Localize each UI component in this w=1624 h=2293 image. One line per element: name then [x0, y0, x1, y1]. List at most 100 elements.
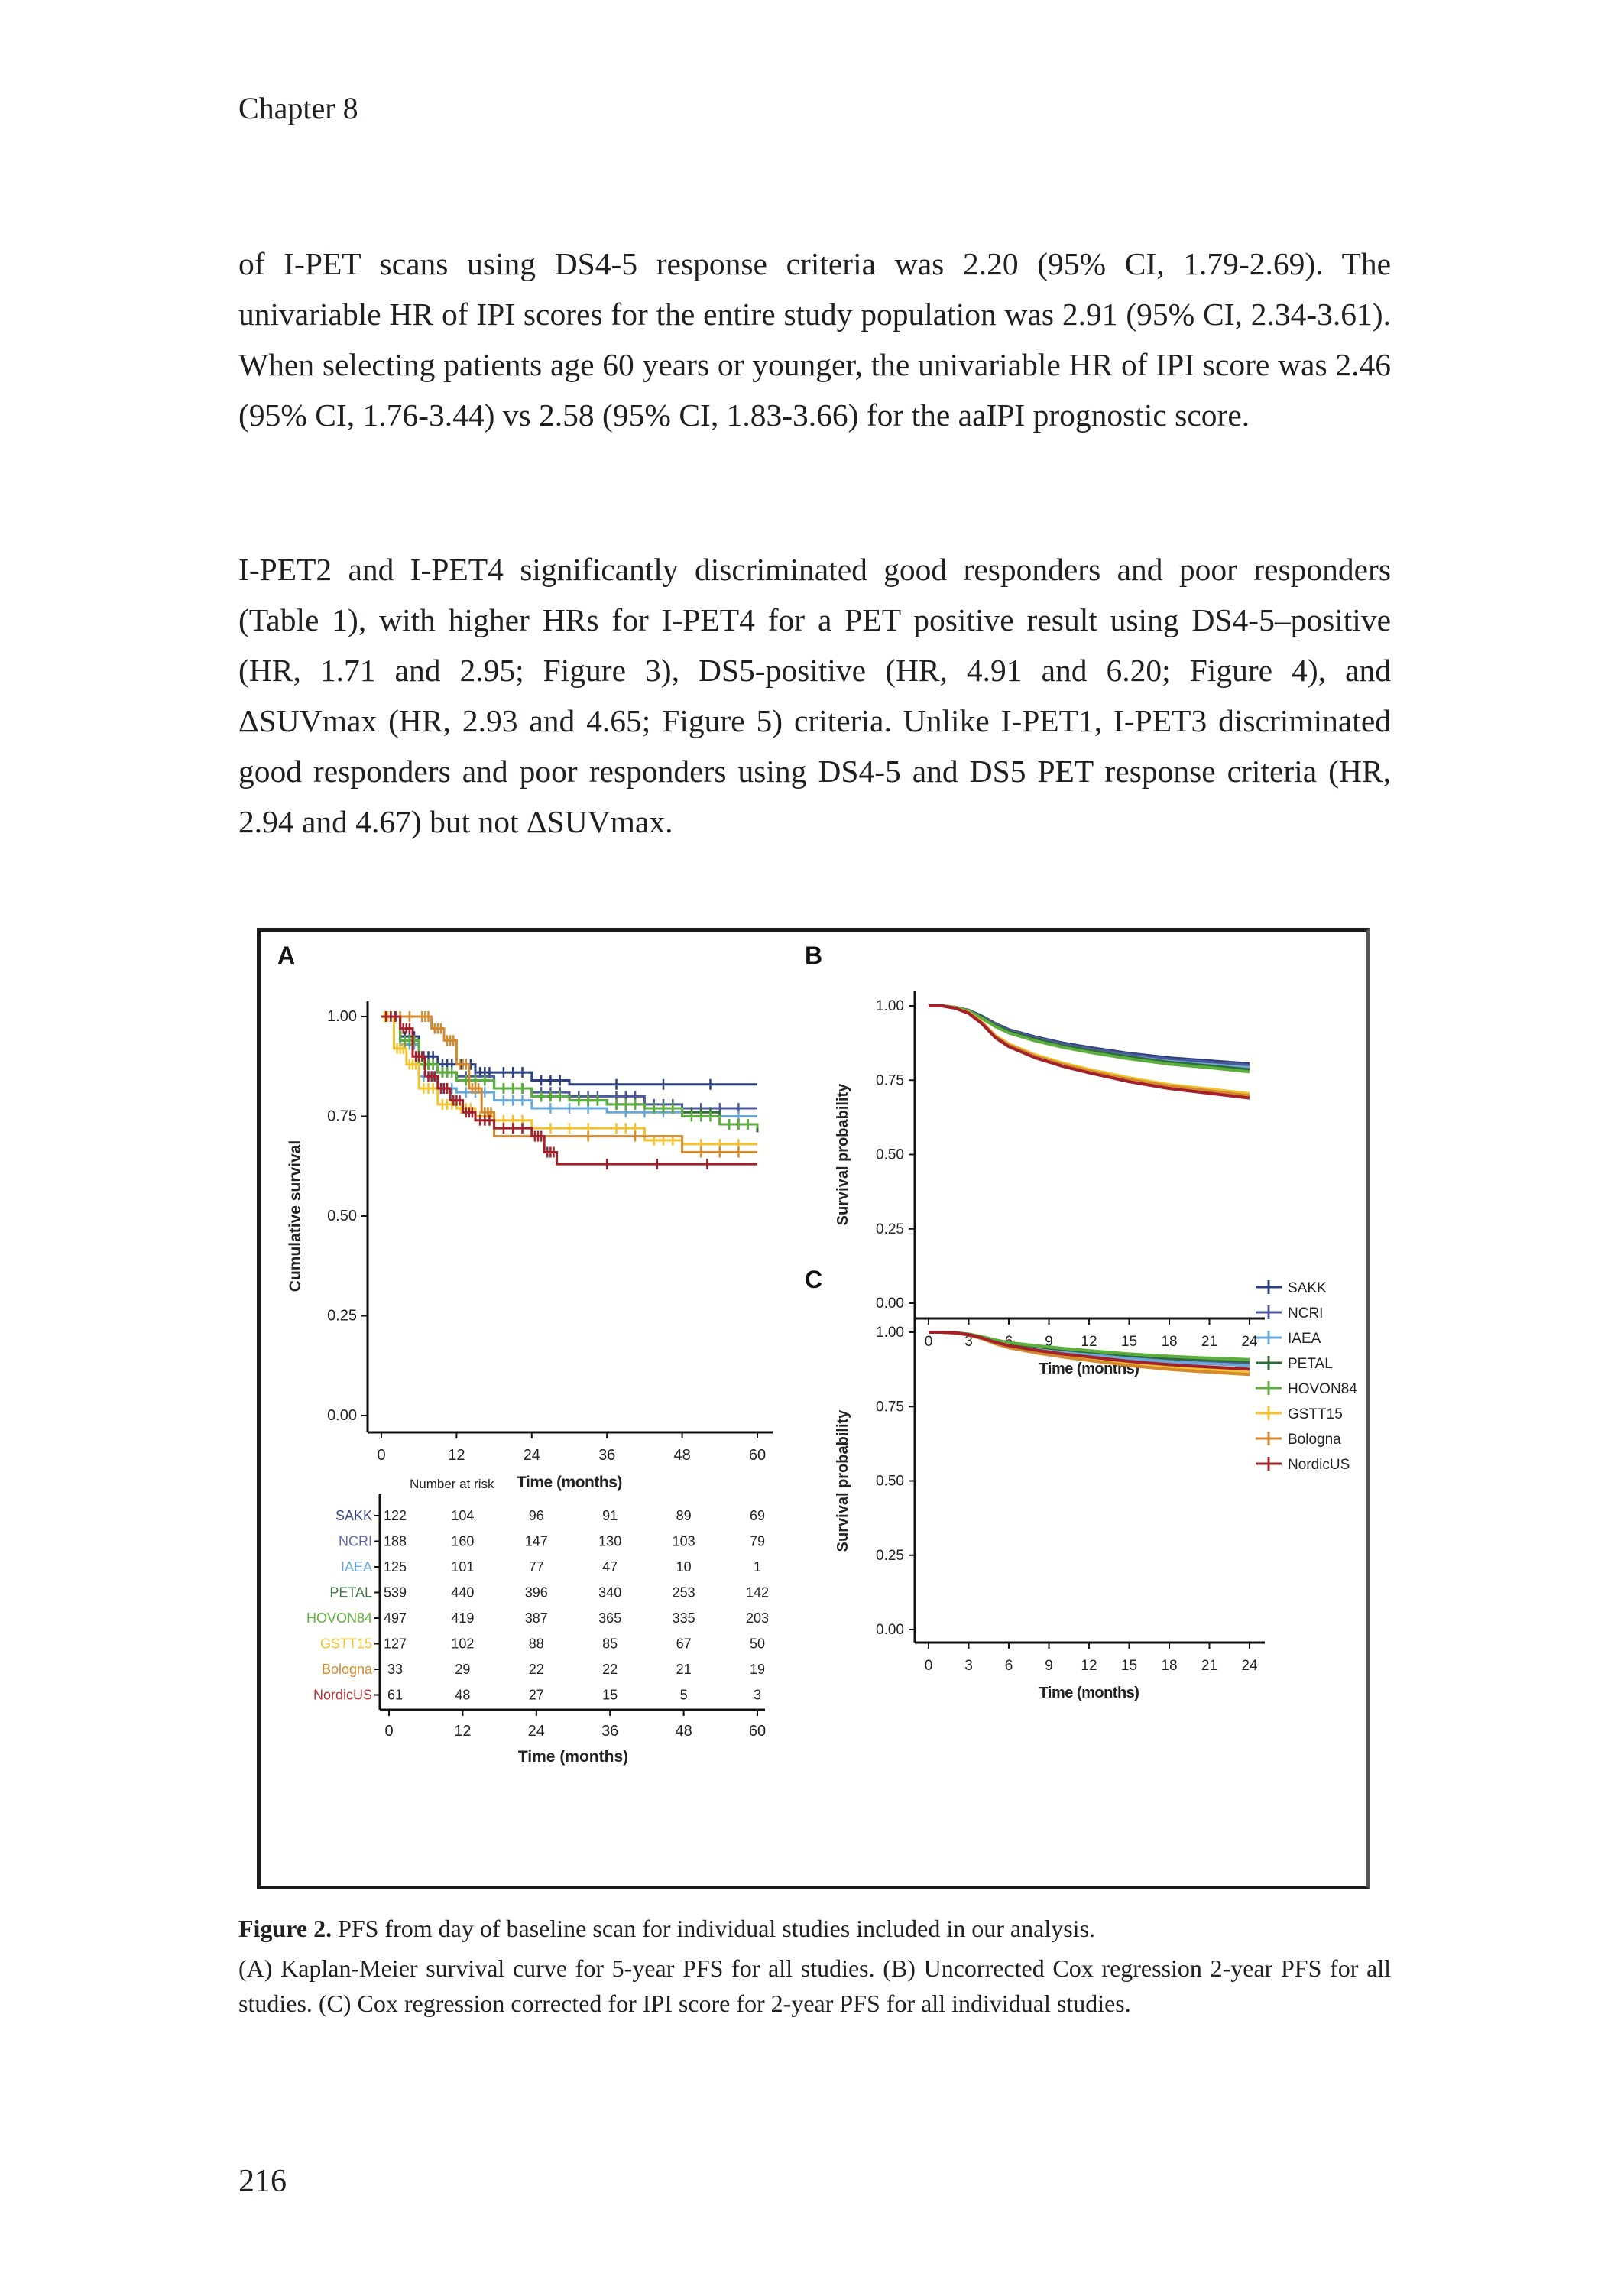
risk-value-bologna: 22	[529, 1662, 544, 1677]
risk-value-hovon84: 335	[673, 1610, 695, 1626]
risk-value-petal: 396	[525, 1585, 548, 1601]
panel-b-x-tick-label: 12	[1081, 1334, 1097, 1350]
panel-a-x-tick-label: 60	[749, 1447, 766, 1464]
panel-b-y-tick-label: 1.00	[876, 998, 904, 1014]
risk-value-nordicus: 48	[455, 1688, 470, 1703]
risk-value-iaea: 47	[602, 1559, 618, 1575]
panel-c-x-tick-label: 0	[925, 1658, 933, 1674]
panel-a-y-axis-label: Cumulative survival	[287, 1140, 304, 1292]
panel-label-b: B	[805, 942, 822, 969]
figure-caption-title: Figure 2. PFS from day of baseline scan …	[238, 1911, 1391, 1946]
risk-value-gstt15: 67	[676, 1636, 692, 1652]
km-curve-bologna	[381, 1015, 757, 1153]
risk-value-hovon84: 419	[451, 1610, 474, 1626]
chapter-header: Chapter 8	[238, 91, 358, 125]
panel-c-y-tick-label: 1.00	[876, 1325, 904, 1341]
panel-c-x-tick-label: 9	[1045, 1658, 1053, 1674]
panel-b-x-tick-label: 0	[925, 1334, 933, 1350]
panel-c-x-tick-label: 12	[1081, 1658, 1097, 1674]
risk-table-title: Number at risk	[410, 1477, 494, 1491]
panel-b-x-tick-label: 24	[1241, 1334, 1258, 1350]
legend-label-ncri: NCRI	[1288, 1305, 1323, 1322]
risk-value-hovon84: 387	[525, 1610, 548, 1626]
risk-value-nordicus: 5	[680, 1688, 688, 1703]
risk-value-petal: 539	[384, 1585, 407, 1601]
risk-value-sakk: 104	[451, 1508, 474, 1523]
risk-value-ncri: 103	[673, 1534, 695, 1549]
panel-c-x-tick-label: 3	[964, 1658, 973, 1674]
panel-c-y-axis-label: Survival probability	[835, 1409, 851, 1552]
panel-c-y-tick-label: 0.50	[876, 1474, 904, 1490]
risk-x-tick-label: 36	[601, 1723, 618, 1740]
panel-b-x-tick-label: 3	[964, 1334, 973, 1350]
risk-x-axis-label: Time (months)	[518, 1748, 628, 1766]
risk-value-petal: 340	[598, 1585, 621, 1601]
legend-label-sakk: SAKK	[1288, 1280, 1327, 1296]
risk-value-gstt15: 88	[529, 1636, 544, 1652]
page-number: 216	[238, 2164, 287, 2199]
risk-value-petal: 142	[746, 1585, 769, 1601]
panel-b-curve-nordicus	[929, 1004, 1250, 1100]
panel-b-x-tick-label: 21	[1201, 1334, 1217, 1350]
risk-value-ncri: 147	[525, 1534, 548, 1549]
panel-c-y-tick-label: 0.25	[876, 1548, 904, 1564]
panel-b-y-tick-label: 0.50	[876, 1147, 904, 1163]
panel-a-y-tick-label: 1.00	[327, 1008, 357, 1025]
risk-x-tick-label: 12	[454, 1723, 471, 1740]
risk-row-label-bologna: Bologna	[322, 1662, 373, 1677]
risk-value-sakk: 122	[384, 1508, 407, 1523]
panel-a-x-tick-label: 0	[377, 1447, 385, 1464]
risk-value-gstt15: 102	[451, 1636, 474, 1652]
panel-a-x-tick-label: 48	[673, 1447, 690, 1464]
risk-x-tick-label: 48	[675, 1723, 692, 1740]
risk-value-sakk: 91	[602, 1508, 618, 1523]
risk-value-hovon84: 497	[384, 1610, 407, 1626]
panel-c-curve-nordicus	[929, 1331, 1250, 1371]
risk-row-label-nordicus: NordicUS	[313, 1688, 372, 1703]
panel-b-x-tick-label: 18	[1161, 1334, 1177, 1350]
panel-b-y-tick-label: 0.75	[876, 1072, 904, 1088]
panel-b-x-tick-label: 15	[1121, 1334, 1137, 1350]
panel-a-y-tick-label: 0.50	[327, 1208, 357, 1224]
panel-b-x-tick-label: 9	[1045, 1334, 1053, 1350]
risk-value-gstt15: 50	[750, 1636, 765, 1652]
risk-row-label-hovon84: HOVON84	[306, 1610, 372, 1626]
risk-row-label-ncri: NCRI	[339, 1534, 372, 1549]
panel-c-x-tick-label: 18	[1161, 1658, 1177, 1674]
risk-x-tick-label: 60	[749, 1723, 766, 1740]
body-paragraph-1: of I-PET scans using DS4-5 response crit…	[238, 246, 1391, 433]
legend-label-hovon84: HOVON84	[1288, 1381, 1357, 1397]
risk-x-tick-label: 24	[528, 1723, 545, 1740]
panel-a-x-axis-label: Time (months)	[517, 1474, 622, 1491]
risk-value-sakk: 96	[529, 1508, 544, 1523]
panel-c-x-tick-label: 21	[1201, 1658, 1217, 1674]
risk-value-nordicus: 3	[754, 1688, 761, 1703]
panel-c-x-tick-label: 24	[1241, 1658, 1258, 1674]
risk-value-nordicus: 27	[529, 1688, 544, 1703]
panel-a-x-tick-label: 24	[524, 1447, 540, 1464]
figure-caption-description: (A) Kaplan-Meier survival curve for 5-ye…	[238, 1954, 1391, 2017]
panel-c-x-tick-label: 6	[1005, 1658, 1013, 1674]
panel-c-x-tick-label: 15	[1121, 1658, 1137, 1674]
risk-row-label-gstt15: GSTT15	[320, 1636, 372, 1652]
body-paragraph-2: I-PET2 and I-PET4 significantly discrimi…	[238, 552, 1391, 839]
panel-b-y-tick-label: 0.00	[876, 1296, 904, 1312]
risk-value-sakk: 89	[676, 1508, 692, 1523]
legend-label-petal: PETAL	[1288, 1356, 1333, 1372]
risk-value-petal: 440	[451, 1585, 474, 1601]
risk-value-petal: 253	[673, 1585, 695, 1601]
risk-value-hovon84: 203	[746, 1610, 769, 1626]
risk-value-ncri: 160	[451, 1534, 474, 1549]
risk-value-bologna: 19	[750, 1662, 765, 1677]
risk-value-hovon84: 365	[598, 1610, 621, 1626]
risk-value-ncri: 79	[750, 1534, 765, 1549]
risk-value-bologna: 21	[676, 1662, 692, 1677]
km-curve-gstt15	[381, 1015, 757, 1146]
panel-a-y-tick-label: 0.00	[327, 1407, 357, 1424]
panel-a-y-tick-label: 0.25	[327, 1308, 357, 1325]
legend-label-nordicus: NordicUS	[1288, 1457, 1350, 1473]
panel-a-y-tick-label: 0.75	[327, 1108, 357, 1125]
legend-label-gstt15: GSTT15	[1288, 1406, 1343, 1422]
risk-row-label-petal: PETAL	[329, 1585, 372, 1601]
risk-value-sakk: 69	[750, 1508, 765, 1523]
